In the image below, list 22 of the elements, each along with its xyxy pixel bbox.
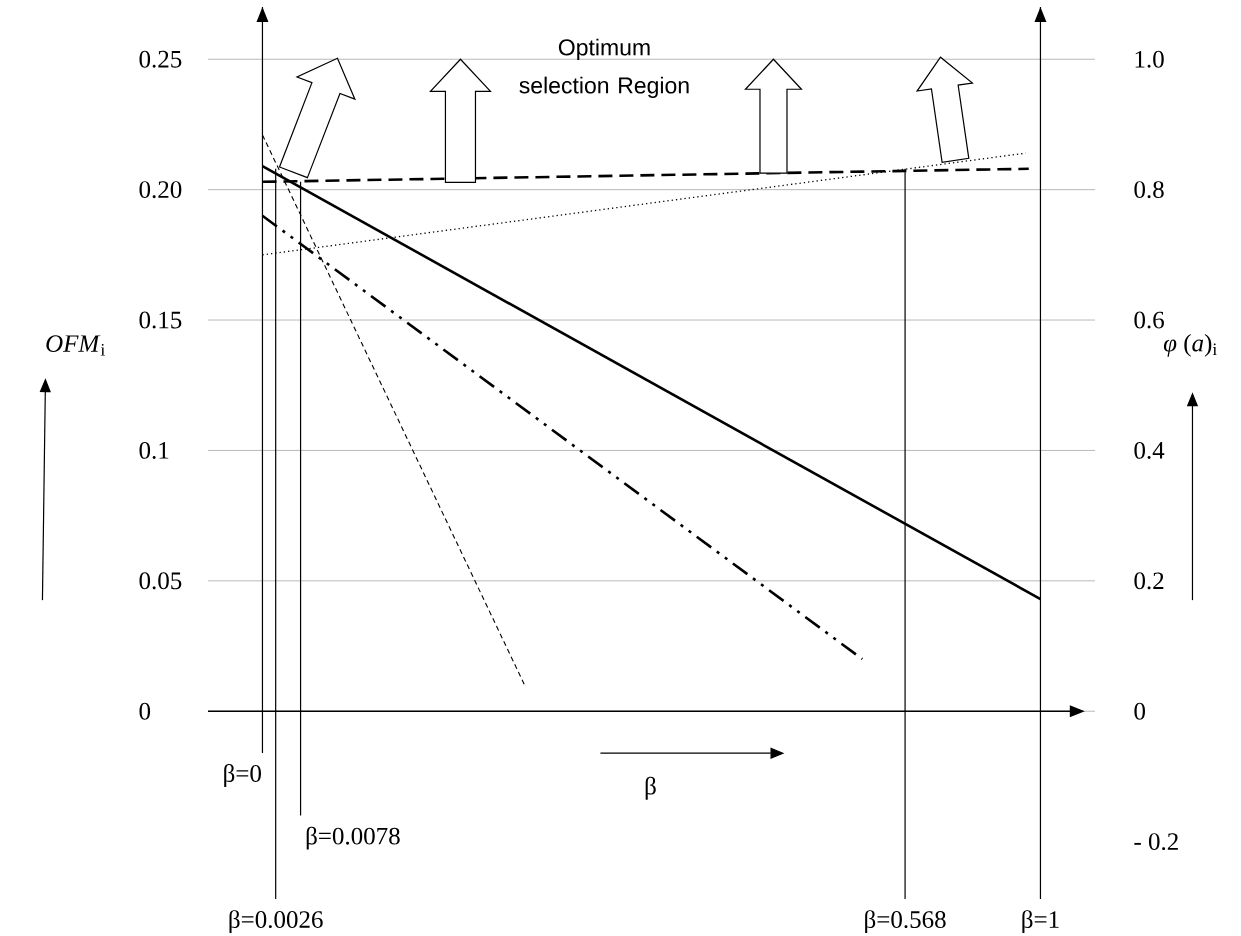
annotation: Optimum selection Region <box>519 38 689 99</box>
y-tick-label: 0.15 <box>139 311 182 329</box>
ref-line-label: β=1 <box>1022 910 1059 934</box>
y-tick-label: 0 <box>139 702 151 720</box>
annotation: β=0.568 <box>865 910 946 934</box>
ref-line-label: β=0 <box>224 764 261 788</box>
y2-tick-label: 0.2 <box>1134 572 1164 590</box>
x-axis-title: β <box>645 776 656 800</box>
y2-axis-title: φ (a)$_{i}$ <box>1163 334 1217 357</box>
y-tick-label: 0.05 <box>139 572 182 590</box>
y2-tick-label: 0.6 <box>1134 311 1164 329</box>
y2-tick-label: 0 <box>1134 702 1145 720</box>
y2-tick-label: - 0.2 <box>1134 833 1178 851</box>
annotation: β=0.0078 <box>306 826 400 850</box>
y2-tick-label: 0.4 <box>1134 441 1165 459</box>
y-tick-label: 0.25 <box>139 50 182 68</box>
annotation: β=0.0026 <box>229 910 323 934</box>
y-axis-title: OFM$_{i}$ <box>46 335 105 356</box>
y-tick-label: 0.1 <box>139 441 169 459</box>
y2-tick-label: 1.0 <box>1135 50 1164 68</box>
y-tick-label: 0.20 <box>139 181 182 199</box>
y2-tick-label: 0.8 <box>1134 181 1164 199</box>
